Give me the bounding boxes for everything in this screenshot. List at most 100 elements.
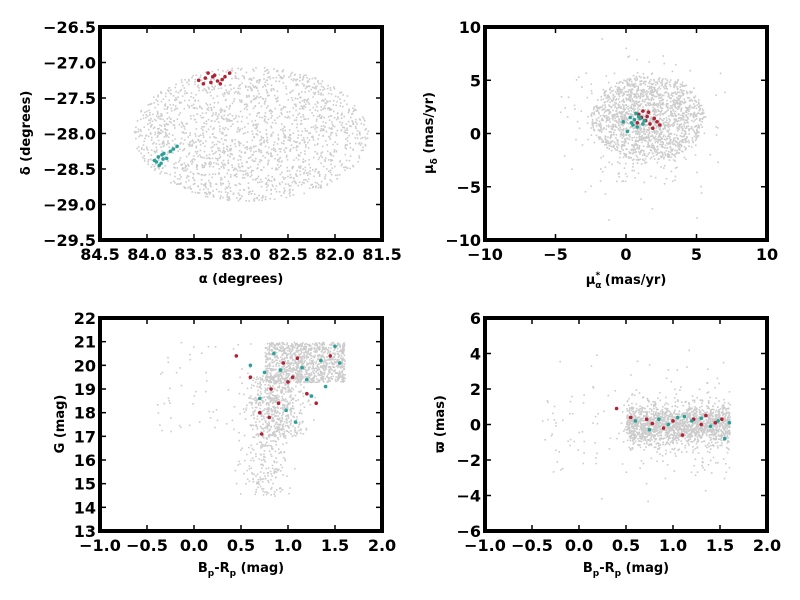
background-star bbox=[208, 179, 210, 182]
background-star bbox=[693, 87, 695, 89]
background-star bbox=[268, 408, 270, 410]
background-star bbox=[620, 107, 622, 109]
background-star bbox=[251, 190, 254, 192]
background-star bbox=[275, 342, 278, 345]
background-star bbox=[650, 98, 653, 101]
background-star bbox=[186, 176, 188, 179]
background-star bbox=[630, 107, 632, 109]
background-star bbox=[642, 72, 645, 75]
background-star bbox=[279, 379, 282, 382]
y-tick-label: 5 bbox=[470, 71, 481, 90]
background-star bbox=[222, 159, 225, 162]
background-star bbox=[270, 116, 272, 119]
background-star bbox=[313, 356, 316, 358]
background-star bbox=[662, 135, 664, 138]
background-star bbox=[258, 96, 260, 99]
background-star bbox=[282, 474, 284, 476]
background-star bbox=[621, 180, 623, 183]
background-star bbox=[182, 167, 185, 170]
background-star bbox=[307, 174, 309, 176]
background-star bbox=[609, 111, 612, 114]
background-star bbox=[331, 369, 333, 371]
background-star bbox=[336, 350, 339, 353]
background-star bbox=[606, 100, 609, 103]
background-star bbox=[640, 129, 642, 131]
background-star bbox=[160, 118, 162, 120]
background-star bbox=[250, 89, 253, 92]
background-star bbox=[614, 129, 616, 131]
background-star bbox=[672, 143, 674, 146]
background-star bbox=[346, 132, 348, 134]
background-star bbox=[332, 370, 335, 372]
background-star bbox=[659, 114, 662, 117]
background-star bbox=[340, 124, 343, 126]
background-star bbox=[330, 376, 332, 378]
background-star bbox=[633, 84, 635, 87]
background-star bbox=[159, 424, 161, 426]
background-star bbox=[652, 102, 655, 105]
background-star bbox=[636, 144, 639, 146]
background-star bbox=[619, 156, 621, 159]
background-star bbox=[633, 158, 635, 161]
background-star bbox=[664, 147, 666, 149]
background-star bbox=[273, 407, 275, 409]
background-star bbox=[206, 92, 209, 94]
background-star bbox=[306, 86, 308, 88]
background-star bbox=[632, 145, 635, 147]
background-star bbox=[313, 346, 316, 349]
background-star bbox=[697, 135, 700, 137]
background-star bbox=[291, 354, 293, 356]
background-star bbox=[183, 139, 186, 141]
background-star bbox=[695, 136, 697, 139]
background-star bbox=[282, 76, 284, 79]
background-star bbox=[647, 145, 650, 148]
background-star bbox=[204, 183, 207, 186]
background-star bbox=[215, 157, 217, 160]
background-star bbox=[342, 350, 344, 352]
background-star bbox=[305, 342, 307, 345]
background-star bbox=[659, 131, 662, 134]
background-star bbox=[257, 433, 259, 435]
background-star bbox=[232, 192, 235, 195]
background-star bbox=[222, 196, 224, 199]
background-star bbox=[648, 152, 651, 154]
background-star bbox=[323, 165, 325, 168]
background-star bbox=[254, 105, 256, 108]
background-star bbox=[643, 100, 646, 103]
background-star bbox=[694, 139, 697, 142]
background-star bbox=[680, 114, 682, 117]
background-star bbox=[350, 116, 352, 119]
background-star bbox=[160, 132, 162, 134]
background-star bbox=[168, 146, 171, 148]
background-star bbox=[269, 197, 271, 200]
background-star bbox=[211, 157, 214, 160]
background-star bbox=[682, 141, 684, 144]
background-star bbox=[189, 353, 191, 356]
background-star bbox=[174, 99, 177, 102]
background-star bbox=[210, 106, 212, 109]
background-star bbox=[247, 157, 250, 160]
background-star bbox=[349, 167, 351, 170]
background-star bbox=[628, 89, 630, 91]
background-star bbox=[228, 198, 231, 201]
background-star bbox=[270, 399, 272, 401]
background-star bbox=[673, 86, 675, 89]
background-star bbox=[660, 118, 662, 120]
data-point bbox=[638, 116, 642, 121]
background-star bbox=[235, 168, 237, 171]
data-point bbox=[175, 144, 179, 149]
background-star bbox=[263, 166, 265, 169]
background-star bbox=[166, 143, 168, 146]
background-star bbox=[292, 89, 294, 92]
background-star bbox=[641, 154, 644, 156]
background-star bbox=[228, 107, 231, 110]
background-star bbox=[287, 138, 290, 141]
background-star bbox=[629, 107, 631, 109]
background-star bbox=[691, 100, 694, 102]
background-star bbox=[305, 144, 307, 146]
background-star bbox=[636, 79, 638, 81]
background-star bbox=[260, 426, 263, 429]
background-star bbox=[283, 428, 285, 430]
background-star bbox=[677, 102, 679, 105]
background-star bbox=[681, 90, 683, 93]
